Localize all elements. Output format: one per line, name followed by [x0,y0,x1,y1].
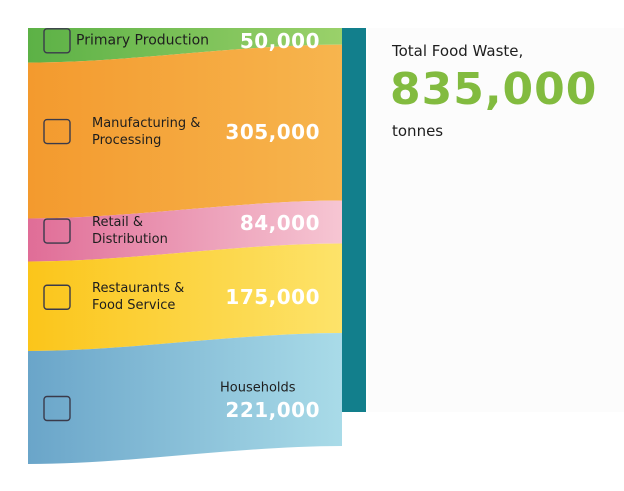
icon [43,218,71,244]
value-label: 50,000 [239,28,320,53]
band [28,44,342,219]
icon [43,28,71,54]
band [28,200,342,262]
value-label: 305,000 [225,119,320,144]
total-bar [342,28,366,412]
category-label: Households [220,380,296,396]
total-unit: tonnes [392,122,444,140]
category-label: Manufacturing & Processing [92,115,201,148]
icon [43,395,71,422]
band [28,243,342,351]
value-label: 221,000 [225,398,320,423]
band [28,332,342,464]
category-label: Retail & Distribution [92,215,168,248]
category-label: Primary Production [76,32,210,49]
category-label: Restaurants & Food Service [92,281,185,314]
icon [43,118,71,145]
value-label: 84,000 [239,211,320,236]
icon [43,284,71,310]
total-label: Total Food Waste, [392,42,524,60]
band [28,28,342,63]
side-panel [368,28,624,412]
total-value: 835,000 [390,64,598,115]
value-label: 175,000 [225,285,320,310]
